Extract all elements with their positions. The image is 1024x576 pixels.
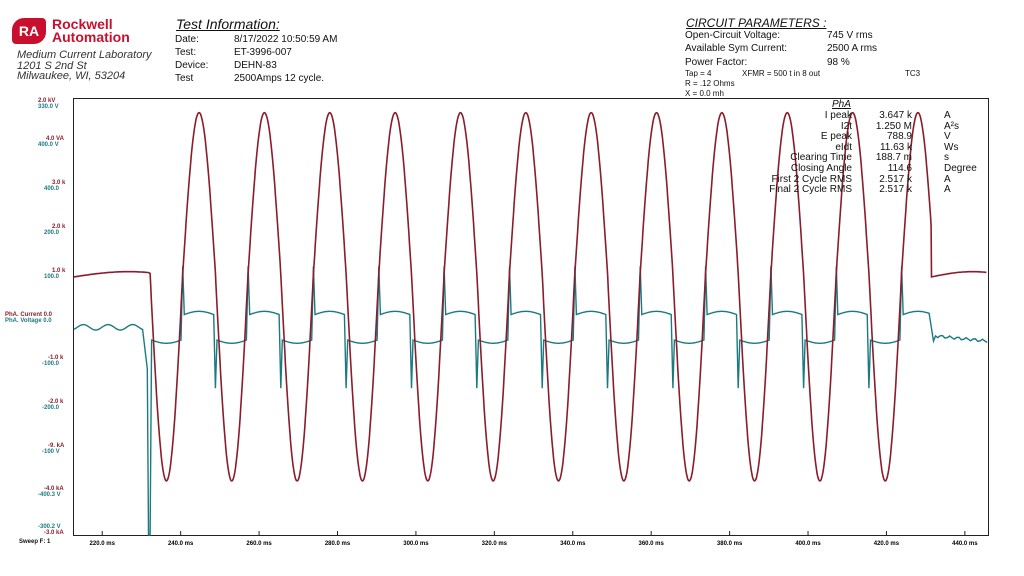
circuit-label-ocv: Open-Circuit Voltage: [685, 30, 781, 41]
measurement-value: 114.6 [887, 163, 912, 174]
measurement-unit: A [944, 110, 951, 121]
circuit-xfmr: XFMR = 500 t in 8 out [742, 69, 821, 78]
voltage-axis-label-1: 400.0 V [38, 142, 59, 148]
current-axis-label-0: 2.0 kV [38, 98, 56, 104]
test-info-label-test: Test: [175, 47, 197, 58]
measurement-unit: s [944, 152, 949, 164]
sweep-label: Sweep F: 1 [19, 539, 51, 545]
test-info-label-date: Date: [175, 34, 199, 45]
measurement-label: First 2 Cycle RMS [771, 173, 852, 185]
measurement-value: 2.517 k [879, 173, 912, 185]
voltage-axis-label-10: -300.2 V [38, 524, 61, 530]
plot-frame [73, 98, 989, 536]
test-info-label-device: Device: [175, 60, 209, 71]
measurement-value: 11.63 k [879, 141, 912, 153]
x-tick-label: 400.0 ms [795, 541, 821, 547]
voltage-axis-label-2: 400.0 [44, 186, 60, 192]
brand-name-line1: Rockwell [52, 16, 113, 32]
test-info-value-device: DEHN-83 [234, 60, 277, 71]
voltage-axis-label-7: -200.0 [42, 405, 60, 411]
test-info-title: Test Information: [176, 16, 280, 32]
x-tick-label: 360.0 ms [639, 541, 665, 547]
voltage-axis-label-6: -100.0 [42, 361, 60, 367]
current-axis-label-1: 4.0 VA [46, 136, 64, 142]
measurement-unit: A [944, 173, 951, 185]
x-tick-label: 260.0 ms [246, 541, 272, 547]
measurement-value: 788.9 [886, 131, 912, 143]
x-tick-label: 320.0 ms [482, 541, 508, 547]
circuit-value-sym-current: 2500 A rms [827, 43, 878, 54]
rockwell-logo-icon: RA [12, 18, 46, 44]
circuit-reactance: X = 0.0 mh [685, 89, 724, 98]
x-tick-label: 380.0 ms [717, 541, 743, 547]
circuit-tap: Tap = 4 [685, 69, 712, 78]
measurement-value: 2.517 k [879, 184, 912, 196]
test-info-value-date: 8/17/2022 10:50:59 AM [234, 34, 338, 45]
current-axis-label-9: -4.0 kA [44, 486, 64, 492]
brand-name-line2: Automation [52, 29, 130, 45]
series-line-voltage [73, 266, 988, 536]
series-line-current [73, 111, 987, 482]
address-line2: Milwaukee, WI, 53204 [17, 70, 126, 82]
voltage-axis-label-0: 330.0 V [38, 104, 59, 110]
circuit-value-ocv: 745 V rms [827, 30, 873, 41]
x-tick-label: 420.0 ms [874, 541, 900, 547]
current-axis-label-3: 2.0 k [52, 224, 66, 230]
circuit-tc: TC3 [905, 69, 921, 78]
voltage-axis-label-3: 200.0 [44, 230, 60, 236]
current-axis-label-6: -1.0 k [48, 355, 64, 361]
circuit-label-sym-current: Available Sym Current: [685, 43, 788, 54]
measurement-label: I2t [840, 120, 852, 132]
test-info-value-test: ET-3996-007 [234, 47, 292, 58]
lab-name: Medium Current Laboratory [17, 49, 152, 61]
measurement-unit: A [944, 184, 951, 196]
measurement-unit: V [944, 131, 951, 143]
x-tick-label: 300.0 ms [403, 541, 429, 547]
current-axis-label-4: 1.0 k [52, 268, 66, 274]
x-tick-label: 220.0 ms [90, 541, 116, 547]
current-axis-label-5: PhA. Current 0.0 [5, 312, 53, 318]
measurement-unit: Degree [944, 163, 977, 174]
test-info-value-description: 2500Amps 12 cycle. [234, 73, 325, 84]
current-axis-label-8: -9. kA [48, 443, 65, 449]
measurement-label: Final 2 Cycle RMS [769, 184, 852, 196]
measurement-value: 3.647 k [879, 110, 912, 121]
x-tick-label: 280.0 ms [325, 541, 351, 547]
circuit-params-title: CIRCUIT PARAMETERS : [686, 16, 827, 30]
measurement-label: E peak [820, 131, 852, 143]
voltage-axis-label-9: -400.3 V [38, 492, 61, 498]
measurements-title: PhA [832, 99, 851, 110]
measurement-label: Closing Angle [790, 163, 852, 174]
circuit-value-power-factor: 98 % [827, 57, 850, 68]
x-tick-label: 440.0 ms [952, 541, 978, 547]
measurement-value: 188.7 m [875, 152, 912, 164]
measurement-label: eIdt [835, 141, 852, 153]
address-line1: 1201 S 2nd St [17, 60, 87, 72]
circuit-resistance: R = .12 Ohms [685, 79, 735, 88]
current-axis-label-7: -2.0 k [48, 399, 64, 405]
current-axis-label-10: -3.0 kA [44, 530, 64, 536]
voltage-axis-label-5: PhA. Voltage 0.0 [5, 318, 52, 324]
measurement-value: 1.250 M [875, 120, 912, 132]
x-tick-label: 340.0 ms [560, 541, 586, 547]
circuit-label-power-factor: Power Factor: [685, 57, 748, 68]
current-axis-label-2: 3.0 k [52, 180, 66, 186]
measurement-label: I peak [824, 110, 852, 121]
measurement-unit: Ws [944, 141, 959, 153]
voltage-axis-label-8: -100 V [42, 449, 60, 455]
measurement-unit: A²s [944, 120, 959, 132]
x-tick-label: 240.0 ms [168, 541, 194, 547]
test-info-label-description: Test [175, 73, 194, 84]
voltage-axis-label-4: 100.0 [44, 274, 60, 280]
measurement-label: Clearing Time [790, 152, 852, 164]
